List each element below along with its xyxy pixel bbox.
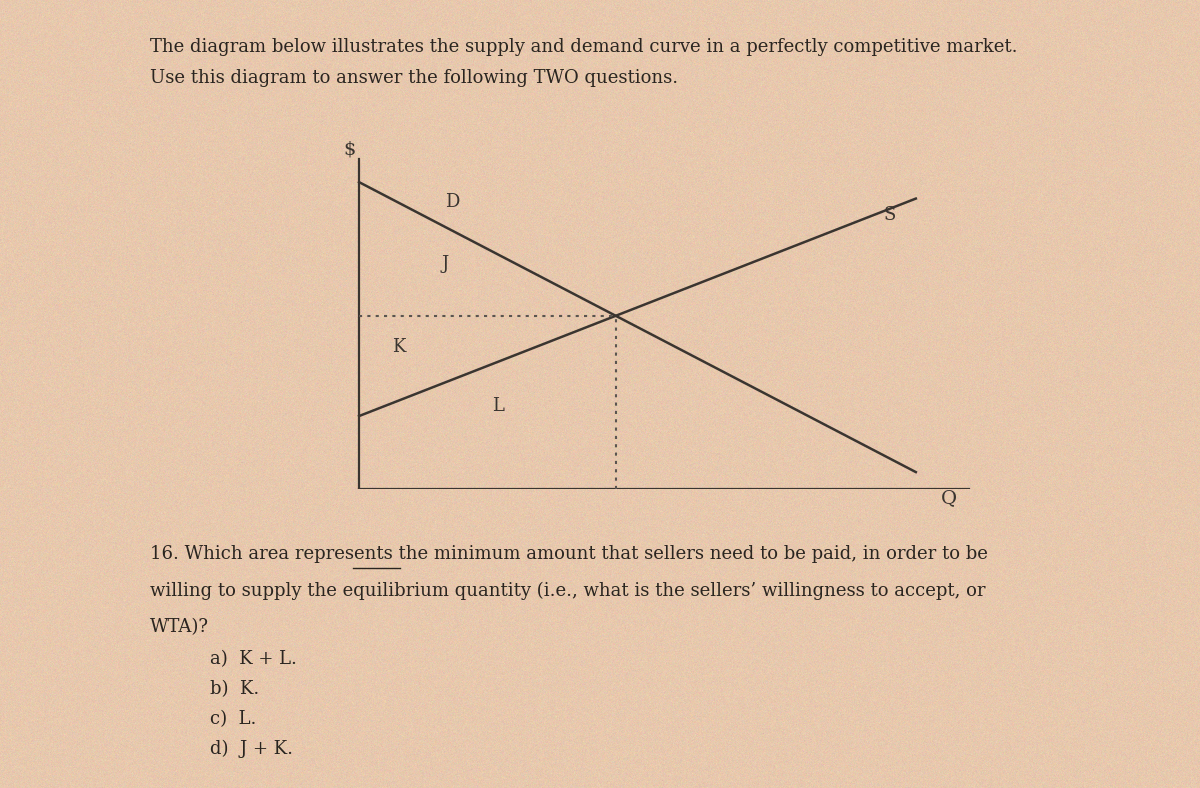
Text: a)  K + L.: a) K + L. (210, 650, 296, 668)
Text: The diagram below illustrates the supply and demand curve in a perfectly competi: The diagram below illustrates the supply… (150, 38, 1018, 56)
Text: Q: Q (941, 489, 958, 507)
Text: d)  J + K.: d) J + K. (210, 740, 293, 758)
Text: Use this diagram to answer the following TWO questions.: Use this diagram to answer the following… (150, 69, 678, 87)
Text: $: $ (343, 140, 355, 158)
Text: willing to supply the equilibrium quantity (i.e., what is the sellers’ willingne: willing to supply the equilibrium quanti… (150, 582, 985, 600)
Text: 16. Which area represents the minimum amount that sellers need to be paid, in or: 16. Which area represents the minimum am… (150, 545, 988, 563)
Text: c)  L.: c) L. (210, 710, 257, 728)
Text: WTA)?: WTA)? (150, 618, 209, 636)
Text: S: S (883, 206, 895, 224)
Text: K: K (392, 338, 406, 356)
Text: L: L (492, 397, 504, 415)
Text: D: D (445, 193, 460, 211)
Text: J: J (442, 255, 449, 273)
Text: b)  K.: b) K. (210, 680, 259, 698)
